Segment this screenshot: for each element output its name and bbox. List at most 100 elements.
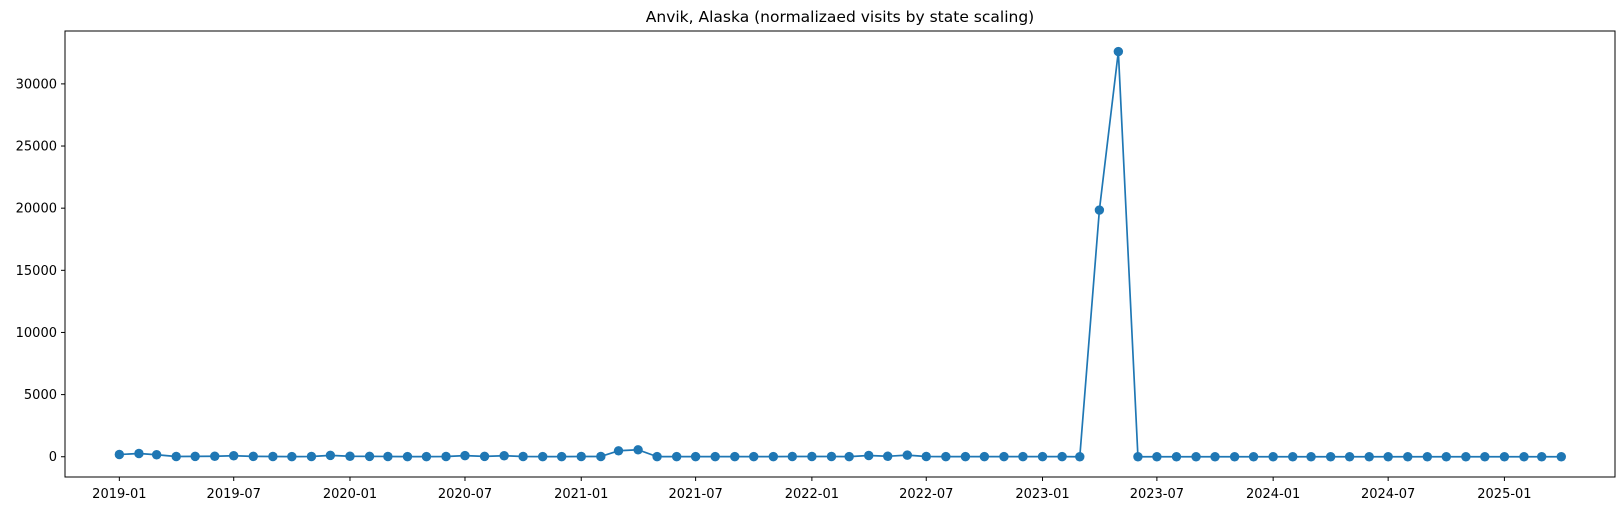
data-point <box>999 451 1009 462</box>
data-point <box>1171 452 1182 462</box>
data-point <box>710 451 720 462</box>
data-point <box>1113 46 1124 57</box>
data-point <box>345 451 355 461</box>
data-point <box>576 451 586 462</box>
data-point <box>556 451 567 462</box>
data-point <box>1556 452 1566 462</box>
data-point <box>807 451 817 462</box>
data-point <box>441 451 451 462</box>
data-point <box>1133 452 1143 462</box>
data-point <box>652 451 662 462</box>
data-point <box>864 450 874 461</box>
chart-title: Anvik, Alaska (normalizaed visits by sta… <box>646 8 1034 26</box>
data-point <box>151 450 162 460</box>
data-point <box>671 451 682 462</box>
data-point <box>1306 452 1316 462</box>
x-axis-ticks: 2019-01 2019-07 2020-01 2020-07 2021-01 2021-… <box>92 477 1532 502</box>
data-point <box>421 451 432 462</box>
data-point <box>1499 452 1510 462</box>
data-point <box>826 451 837 462</box>
data-point <box>1461 452 1471 462</box>
data-point <box>325 450 336 461</box>
x-tick-label: 2025-01 <box>1477 487 1531 502</box>
series-line <box>118 50 1563 458</box>
x-tick-label: 2022-07 <box>899 487 953 502</box>
data-point <box>268 451 278 462</box>
data-point <box>114 449 125 460</box>
data-point <box>979 451 990 462</box>
data-point <box>1094 205 1105 215</box>
data-point <box>941 451 951 462</box>
data-point <box>287 451 297 462</box>
x-tick-label: 2024-01 <box>1246 487 1300 502</box>
x-tick-label: 2021-01 <box>554 487 608 502</box>
data-point <box>518 451 528 462</box>
data-point <box>171 451 181 462</box>
data-point <box>768 451 779 462</box>
x-tick-label: 2023-01 <box>1015 487 1069 502</box>
data-point <box>633 445 643 455</box>
data-point <box>1152 452 1162 462</box>
data-point <box>844 451 854 462</box>
x-tick-label: 2019-07 <box>207 487 261 502</box>
data-point <box>596 451 606 462</box>
x-tick-label: 2023-07 <box>1130 487 1184 502</box>
data-point <box>883 451 893 461</box>
data-point <box>306 451 317 462</box>
data-point <box>1441 452 1451 462</box>
data-point <box>730 451 740 462</box>
x-tick-label: 2020-01 <box>323 487 377 502</box>
data-point <box>210 451 220 461</box>
data-point <box>1075 452 1085 462</box>
data-point <box>749 451 759 462</box>
data-point <box>229 451 239 461</box>
data-point <box>1037 451 1048 462</box>
data-point <box>1364 452 1374 462</box>
x-tick-label: 2022-01 <box>785 487 839 502</box>
data-point <box>1268 452 1278 462</box>
x-tick-label: 2020-07 <box>438 487 492 502</box>
data-point <box>1288 452 1298 462</box>
data-point <box>1248 452 1259 462</box>
y-tick-label: 15000 <box>16 264 57 279</box>
y-tick-label: 20000 <box>16 202 57 217</box>
data-point <box>1191 452 1201 462</box>
y-axis-ticks: 0 5000 10000 15000 20000 25000 30000 <box>16 77 65 465</box>
data-point <box>921 451 931 462</box>
data-point <box>538 451 548 462</box>
data-point <box>134 448 144 459</box>
y-tick-label: 30000 <box>16 77 57 92</box>
y-tick-label: 25000 <box>16 140 57 155</box>
data-point <box>1325 452 1336 462</box>
series-layer <box>114 46 1566 462</box>
data-point <box>1403 452 1413 462</box>
data-point <box>499 451 509 461</box>
data-point <box>690 451 701 462</box>
data-point <box>479 451 490 462</box>
data-point <box>190 451 200 462</box>
x-tick-label: 2021-07 <box>668 487 722 502</box>
y-tick-label: 0 <box>49 450 57 465</box>
data-point <box>364 451 375 462</box>
y-tick-label: 10000 <box>16 326 57 341</box>
data-point <box>1344 452 1355 462</box>
data-point <box>1229 452 1240 462</box>
y-tick-label: 5000 <box>24 388 57 403</box>
data-point <box>1018 451 1028 462</box>
data-point <box>402 451 413 462</box>
data-point <box>787 451 797 462</box>
data-point <box>1422 452 1433 462</box>
data-point <box>1383 452 1393 462</box>
data-point <box>1057 451 1067 462</box>
data-point <box>1519 452 1529 462</box>
x-tick-label: 2019-01 <box>92 487 146 502</box>
data-point <box>248 451 259 462</box>
data-point <box>460 450 470 461</box>
data-point <box>960 451 971 462</box>
data-point <box>383 451 393 462</box>
data-point <box>613 446 624 456</box>
data-point <box>1480 452 1490 462</box>
data-point <box>1537 452 1547 462</box>
plot-frame <box>64 30 1616 478</box>
